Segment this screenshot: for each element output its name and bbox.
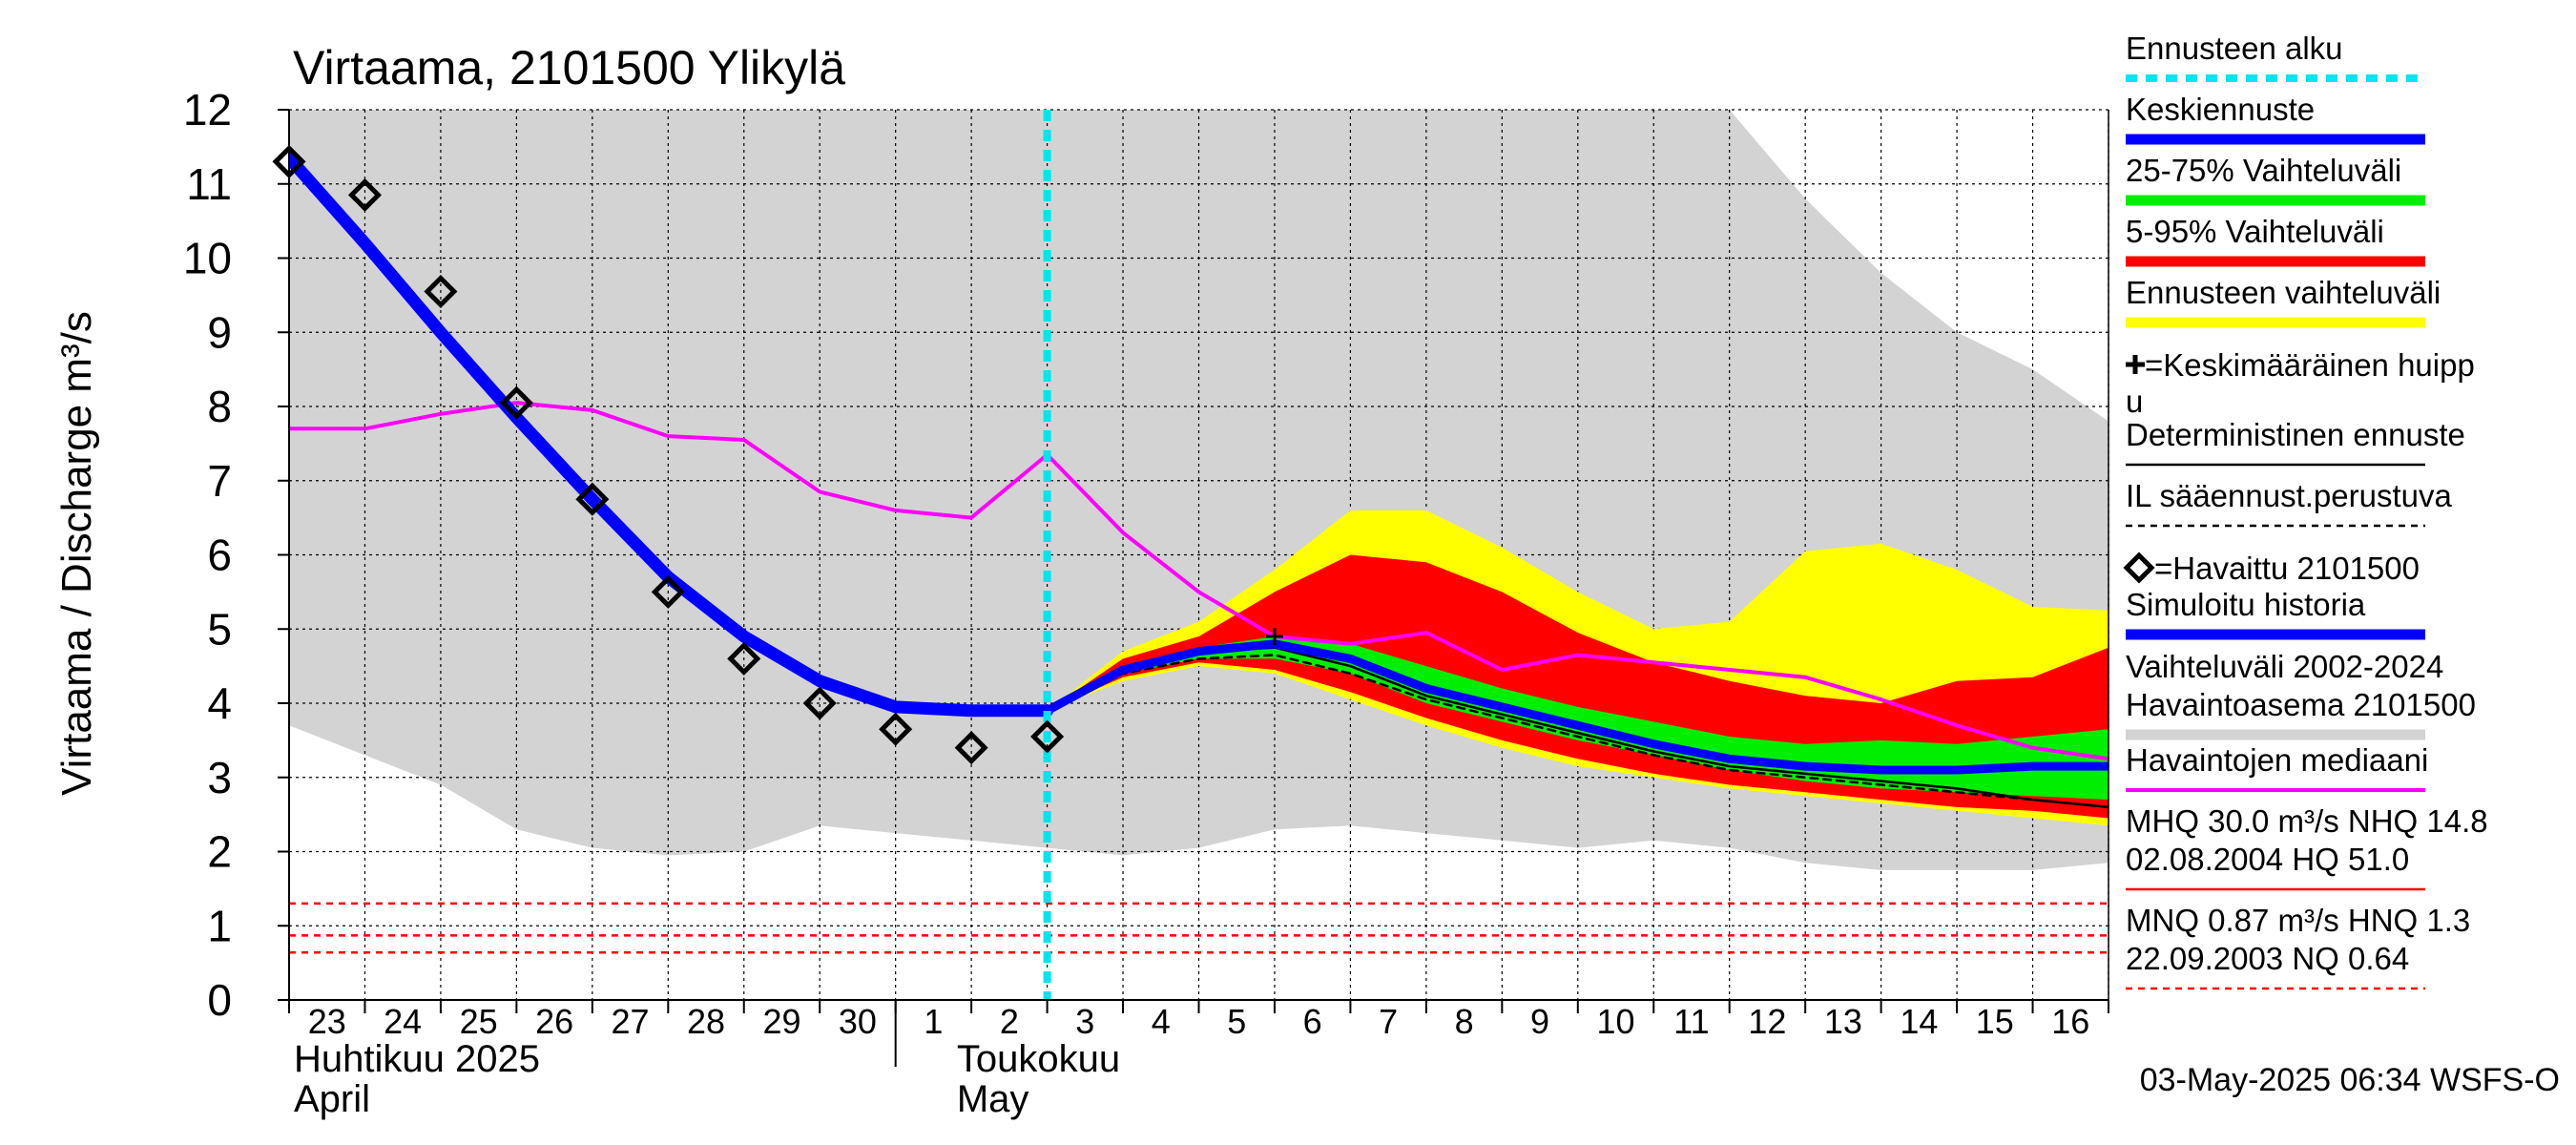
observed-point (424, 274, 458, 309)
legend-label: Vaihteluväli 2002-2024 (2126, 649, 2443, 684)
month-label-fi: Toukokuu (957, 1038, 1120, 1080)
month-label-fi: Huhtikuu 2025 (294, 1038, 540, 1080)
y-tick-label: 12 (183, 85, 232, 135)
y-tick-label: 0 (207, 975, 232, 1025)
x-tick-label: 4 (1152, 1002, 1171, 1041)
legend-diamond-symbol (2123, 552, 2155, 584)
x-tick-label: 1 (924, 1002, 943, 1041)
x-tick-label: 11 (1673, 1002, 1709, 1041)
x-tick-label: 24 (384, 1002, 422, 1041)
reference-lines (289, 902, 2109, 954)
legend-label: 22.09.2003 NQ 0.64 (2126, 941, 2409, 976)
p25-p75-band (1047, 636, 2109, 801)
y-tick-label: 10 (183, 234, 232, 283)
y-tick-label: 2 (207, 827, 232, 877)
forecast-bands (1047, 510, 2109, 826)
series-line-keskiennuste (1043, 639, 2109, 775)
legend-label: MNQ 0.87 m³/s HNQ 1.3 (2126, 903, 2470, 938)
y-tick-label: 1 (207, 901, 232, 950)
legend-label: MHQ 30.0 m³/s NHQ 14.8 (2126, 803, 2488, 839)
x-tick-label: 13 (1824, 1002, 1862, 1041)
y-tick-label: 8 (207, 382, 232, 431)
x-tick-labels: 23 24 25 26 27 28 29 30 1 2 3 4 5 6 7 8 9 10 11 12 13 14 15 16 (308, 1002, 2090, 1041)
x-tick-label: 26 (535, 1002, 573, 1041)
y-tick-label: 6 (207, 531, 232, 580)
x-tick-label: 28 (687, 1002, 725, 1041)
x-tick-label: 10 (1596, 1002, 1634, 1041)
x-tick-label: 30 (839, 1002, 877, 1041)
x-tick-label: 29 (762, 1002, 800, 1041)
timestamp-footer: 03-May-2025 06:34 WSFS-O (2140, 1062, 2560, 1098)
legend-label: IL sääennust.perustuva (2126, 478, 2452, 513)
mean-peak-marker (1265, 628, 1283, 646)
series-line-il-s-ennust-perustuva (1046, 654, 2109, 809)
observed-point (575, 482, 610, 516)
x-tick-label: 9 (1530, 1002, 1549, 1041)
x-tick-label: 16 (2051, 1002, 2089, 1041)
y-tick-label: 5 (207, 604, 232, 654)
month-label-en: May (957, 1078, 1029, 1120)
legend-label: Deterministinen ennuste (2126, 417, 2465, 452)
x-tick-label: 14 (1900, 1002, 1938, 1041)
legend-label: 02.08.2004 HQ 51.0 (2126, 842, 2409, 877)
x-tick-label: 25 (460, 1002, 498, 1041)
x-tick-label: 2 (1000, 1002, 1019, 1041)
x-tick-label: 23 (308, 1002, 346, 1041)
month-label-en: April (294, 1078, 370, 1120)
y-axis-label: Virtaama / Discharge m³/s (53, 311, 100, 796)
observed-point (651, 574, 685, 609)
observed-points (272, 144, 1283, 765)
y-tick-label: 3 (207, 753, 232, 802)
observed-point (802, 686, 837, 720)
legend-label: Simuloitu historia (2126, 587, 2366, 622)
legend-label: 5-95% Vaihteluväli (2126, 214, 2384, 249)
x-tick-label: 15 (1976, 1002, 2014, 1041)
legend-label: Keskiennuste (2126, 92, 2315, 127)
legend-label: =Keskimääräinen huipp (2145, 347, 2475, 383)
axes (278, 109, 2109, 1067)
observed-point (347, 177, 382, 212)
x-tick-label: 5 (1227, 1002, 1246, 1041)
legend-label: Ennusteen vaihteluväli (2126, 275, 2441, 310)
x-tick-label: 12 (1748, 1002, 1786, 1041)
x-tick-label: 8 (1455, 1002, 1474, 1041)
y-tick-label: 9 (207, 307, 232, 357)
x-tick-label: 6 (1303, 1002, 1322, 1041)
y-tick-label: 7 (207, 456, 232, 506)
x-tick-label: 27 (612, 1002, 650, 1041)
observed-point (1030, 719, 1065, 754)
observed-point (499, 385, 533, 420)
y-tick-label: 4 (207, 678, 232, 728)
legend-label: Ennusteen alku (2126, 31, 2343, 66)
legend-label: Havaintoasema 2101500 (2126, 687, 2476, 722)
observed-point (727, 641, 761, 676)
legend-label: u (2126, 384, 2143, 419)
legend: Ennusteen alku Keskiennuste 25-75% Vaihtel… (2123, 31, 2488, 990)
legend-label: 25-75% Vaihteluväli (2126, 153, 2401, 188)
x-tick-label: 7 (1379, 1002, 1398, 1041)
legend-plus-symbol (2126, 355, 2145, 374)
observed-point (954, 731, 988, 765)
legend-label: Havaintojen mediaani (2126, 742, 2428, 778)
series-line-havaintojen-mediaani (289, 401, 2109, 761)
x-tick-label: 3 (1075, 1002, 1094, 1041)
observed-point (879, 712, 913, 746)
legend-label: =Havaittu 2101500 (2154, 551, 2420, 586)
y-tick-label: 11 (186, 159, 232, 209)
chart-title: Virtaama, 2101500 Ylikylä (293, 41, 845, 94)
